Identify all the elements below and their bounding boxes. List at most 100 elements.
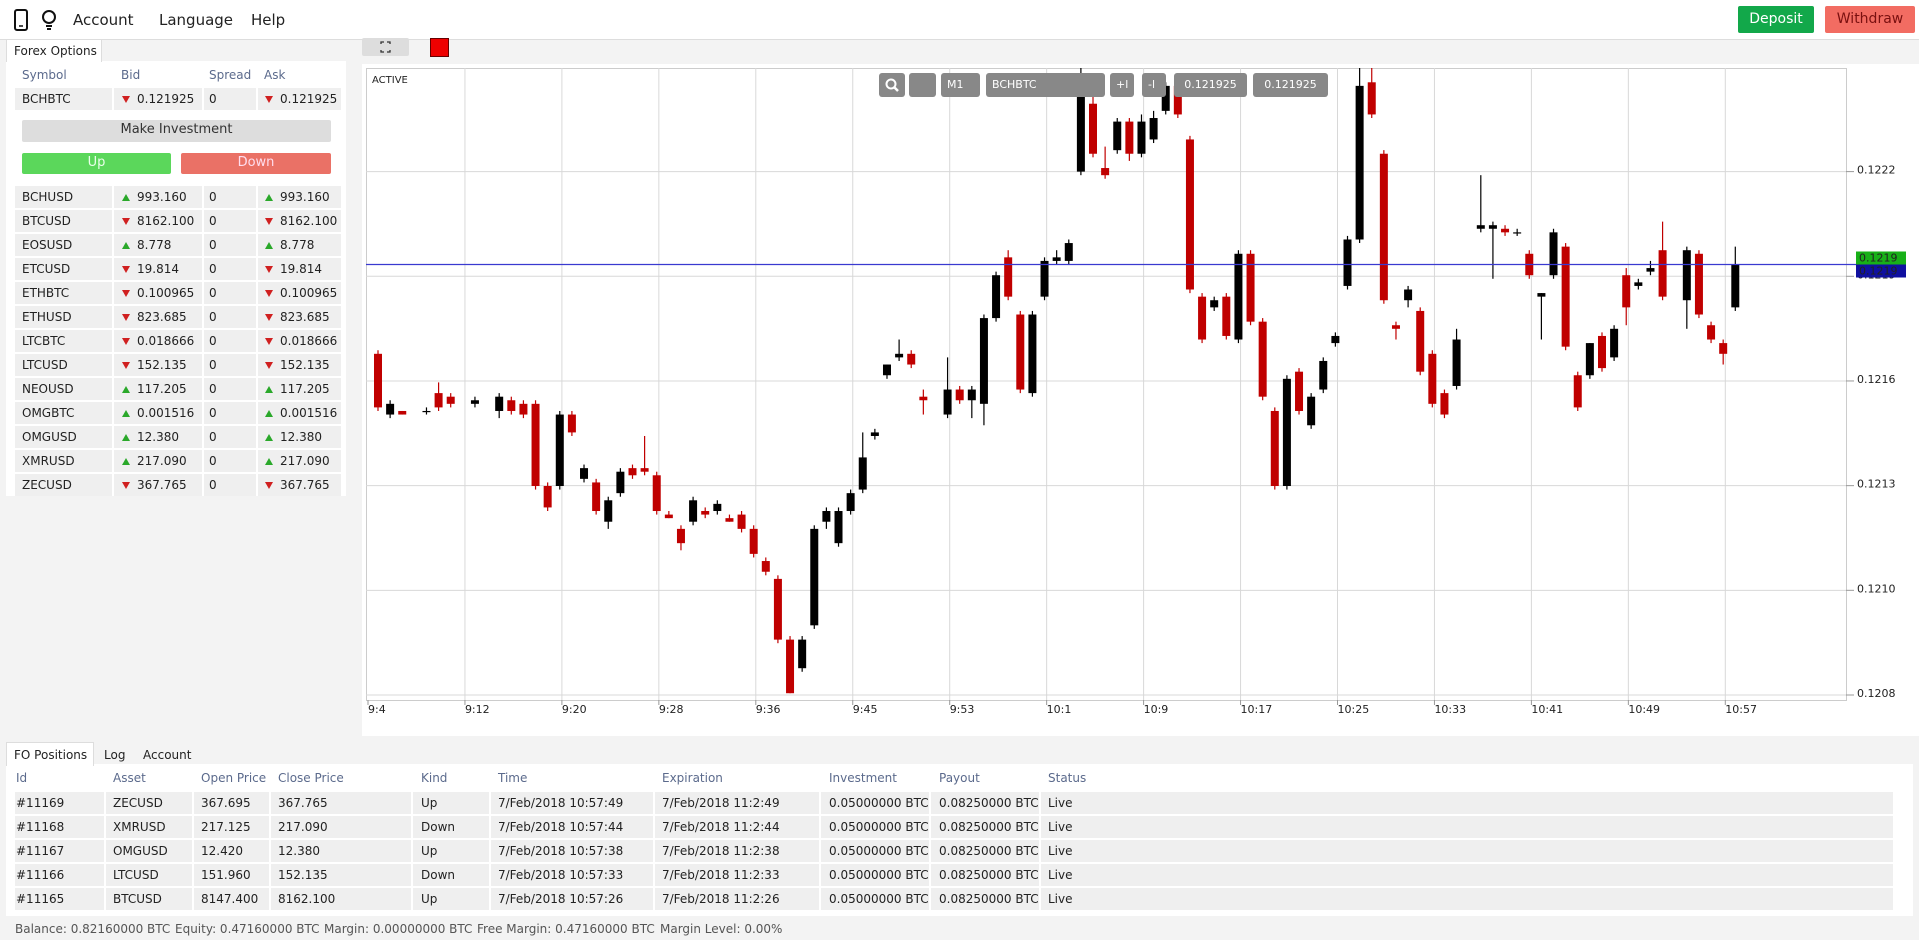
- up-button[interactable]: Up: [22, 153, 171, 174]
- symbol: OMGUSD: [22, 430, 77, 444]
- positions-tab: [6, 742, 94, 766]
- quote-row[interactable]: [15, 426, 341, 448]
- cell-divider: [411, 816, 413, 838]
- cell-divider: [819, 864, 821, 886]
- position-cell: 8147.400: [201, 892, 259, 906]
- quote-row[interactable]: [15, 330, 341, 352]
- quote-row[interactable]: [15, 306, 341, 328]
- cell-divider: [202, 474, 204, 496]
- candle-body: [1258, 321, 1267, 397]
- blank-button[interactable]: [909, 73, 936, 97]
- quote-row[interactable]: [15, 402, 341, 424]
- cell-divider: [112, 474, 114, 496]
- candle-body: [446, 396, 455, 404]
- arrow-down: [265, 314, 273, 321]
- candle-body: [676, 528, 685, 544]
- x-tick-label: 9:4: [368, 703, 386, 716]
- position-cell: 7/Feb/2018 11:2:38: [662, 844, 780, 858]
- candle-body: [640, 468, 649, 472]
- position-row: [15, 816, 1893, 838]
- cell-divider: [256, 234, 258, 256]
- cell-divider: [489, 888, 491, 910]
- quote-row[interactable]: [15, 354, 341, 376]
- forex-tab-label[interactable]: Forex Options: [14, 44, 97, 58]
- candle-body: [398, 410, 407, 415]
- bid-box[interactable]: 0.121925: [1174, 73, 1247, 97]
- withdraw-button[interactable]: Withdraw: [1825, 6, 1915, 33]
- cell-divider: [112, 354, 114, 376]
- cell-divider: [256, 282, 258, 304]
- zoom-button[interactable]: [879, 73, 905, 97]
- nav-item[interactable]: Account: [73, 11, 134, 29]
- arrow-down: [122, 266, 130, 273]
- arrow-up: [122, 386, 130, 393]
- position-cell: Up: [421, 796, 438, 810]
- candle-body: [992, 275, 1001, 319]
- candle-body: [1379, 153, 1388, 301]
- invest-button[interactable]: Make Investment: [22, 120, 331, 142]
- cell-divider: [202, 378, 204, 400]
- down-button[interactable]: Down: [181, 153, 331, 174]
- cell-divider: [1039, 816, 1041, 838]
- position-cell: 0.05000000 BTC: [829, 892, 929, 906]
- quote-row[interactable]: [15, 378, 341, 400]
- ask: 0.018666: [280, 334, 338, 348]
- bulb-icon[interactable]: [40, 9, 58, 31]
- invest-label: Make Investment: [120, 122, 233, 137]
- ask-box[interactable]: 0.121925: [1253, 73, 1328, 97]
- zoom-out-button[interactable]: -l: [1142, 73, 1166, 97]
- cell-divider: [256, 354, 258, 376]
- quote-row[interactable]: [15, 186, 341, 208]
- positions-tab-label[interactable]: Account: [143, 748, 192, 762]
- arrow-up: [265, 434, 273, 441]
- candle-body: [434, 393, 443, 408]
- y-tick-label: 0.1222: [1857, 164, 1896, 177]
- positions-tab-label[interactable]: Log: [104, 748, 126, 762]
- cell-divider: [269, 864, 271, 886]
- quote-row[interactable]: [15, 234, 341, 256]
- quote-row[interactable]: [15, 210, 341, 232]
- position-cell: 7/Feb/2018 10:57:44: [498, 820, 624, 834]
- cell-divider: [269, 888, 271, 910]
- quote-row[interactable]: [15, 450, 341, 472]
- candle-body: [907, 353, 916, 365]
- cell-divider: [929, 840, 931, 862]
- cell-divider: [256, 88, 258, 110]
- cell-divider: [256, 378, 258, 400]
- candle-body: [967, 389, 976, 401]
- cell-divider: [202, 258, 204, 280]
- candle-body: [1101, 168, 1110, 176]
- quote-row[interactable]: [15, 474, 341, 496]
- symbol: EOSUSD: [22, 238, 73, 252]
- cell-divider: [104, 816, 106, 838]
- color-button[interactable]: [430, 38, 449, 57]
- quote-row[interactable]: [15, 258, 341, 280]
- cell-divider: [202, 450, 204, 472]
- zoom-in-button[interactable]: +l: [1110, 73, 1134, 97]
- cell-divider: [929, 816, 931, 838]
- cell-divider: [112, 450, 114, 472]
- fullscreen-button[interactable]: [362, 38, 409, 56]
- deposit-button[interactable]: Deposit: [1738, 6, 1814, 33]
- candle-body: [1610, 328, 1619, 358]
- quote-row[interactable]: [15, 282, 341, 304]
- column-header: Bid: [121, 68, 141, 82]
- column-header: Investment: [829, 771, 897, 785]
- cell-divider: [112, 88, 114, 110]
- x-tick-label: 10:41: [1531, 703, 1563, 716]
- positions-tab-label[interactable]: FO Positions: [14, 748, 88, 762]
- column-header: Spread: [209, 68, 252, 82]
- bid: 19.814: [137, 262, 179, 276]
- bid: 152.135: [137, 358, 187, 372]
- candle-body: [943, 389, 952, 415]
- timeframe-button[interactable]: M1: [941, 73, 980, 97]
- column-header: Close Price: [278, 771, 344, 785]
- symbol-select[interactable]: BCHBTC: [986, 73, 1105, 97]
- candle-body: [1222, 296, 1231, 336]
- nav-item[interactable]: Help: [251, 11, 286, 29]
- nav-item[interactable]: Language: [159, 11, 234, 29]
- arrow-up: [122, 410, 130, 417]
- phone-icon[interactable]: [13, 9, 29, 31]
- candle-body: [1658, 250, 1667, 297]
- candle-body: [1052, 257, 1061, 261]
